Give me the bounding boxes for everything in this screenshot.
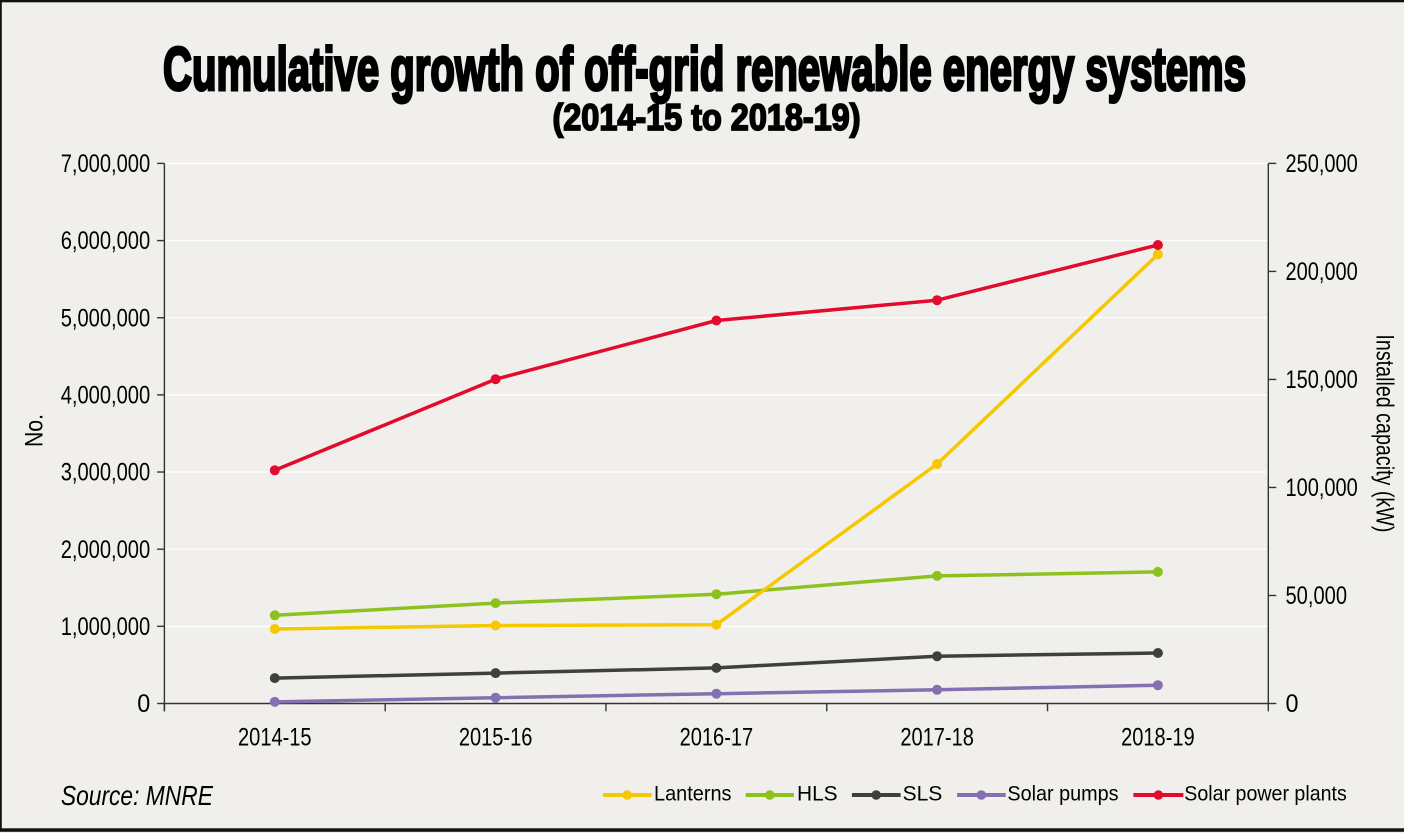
svg-text:2015-16: 2015-16 [459, 724, 533, 752]
svg-text:1,000,000: 1,000,000 [61, 613, 151, 641]
svg-text:2016-17: 2016-17 [680, 724, 754, 752]
svg-text:3,000,000: 3,000,000 [61, 459, 151, 487]
svg-text:Cumulative growth of off-grid: Cumulative growth of off-grid renewable … [163, 35, 1246, 104]
svg-text:150,000: 150,000 [1286, 366, 1358, 394]
svg-text:Source: MNRE: Source: MNRE [61, 780, 213, 811]
svg-text:250,000: 250,000 [1286, 150, 1358, 178]
svg-text:0: 0 [1286, 690, 1299, 718]
svg-text:0: 0 [137, 690, 150, 718]
svg-text:2,000,000: 2,000,000 [61, 536, 151, 564]
svg-text:Solar power plants: Solar power plants [1184, 783, 1347, 806]
svg-text:HLS: HLS [797, 783, 838, 806]
svg-text:(2014-15 to 2018-19): (2014-15 to 2018-19) [553, 97, 861, 138]
svg-text:4,000,000: 4,000,000 [61, 382, 151, 410]
svg-text:2014-15: 2014-15 [238, 724, 312, 752]
svg-text:No.: No. [21, 414, 49, 447]
svg-text:100,000: 100,000 [1286, 474, 1358, 502]
svg-text:200,000: 200,000 [1286, 258, 1358, 286]
svg-text:5,000,000: 5,000,000 [61, 304, 151, 332]
svg-text:SLS: SLS [903, 783, 943, 806]
svg-text:7,000,000: 7,000,000 [61, 150, 151, 178]
svg-text:2017-18: 2017-18 [900, 724, 974, 752]
svg-text:Installed capacity (kW): Installed capacity (kW) [1370, 334, 1398, 532]
svg-text:6,000,000: 6,000,000 [61, 227, 151, 255]
svg-text:Lanterns: Lanterns [654, 783, 732, 806]
svg-text:50,000: 50,000 [1286, 582, 1348, 610]
svg-text:2018-19: 2018-19 [1121, 724, 1195, 752]
svg-text:Solar pumps: Solar pumps [1007, 783, 1118, 806]
